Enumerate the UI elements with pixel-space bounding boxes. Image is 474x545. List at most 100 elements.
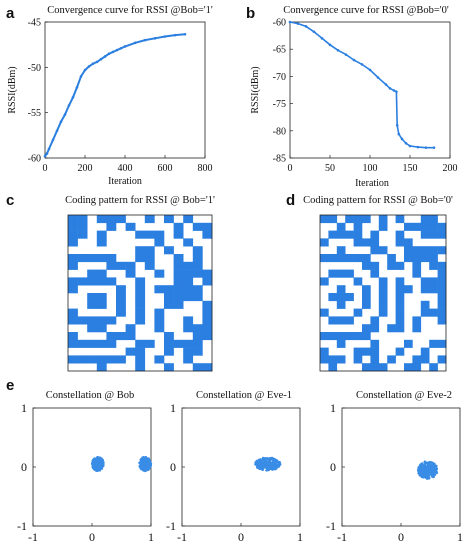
heatmap-cell (320, 355, 329, 364)
constellation-point (148, 462, 151, 465)
plot-frame-e2 (181, 407, 301, 527)
heatmap-cell (96, 324, 107, 333)
heatmap-cell (106, 339, 117, 348)
heatmap-cell (135, 293, 146, 302)
y-tick-label: 1 (21, 401, 27, 415)
heatmap-cell (164, 363, 174, 372)
heatmap-cell (328, 215, 338, 224)
chart-title-b: Convergence curve for RSSI @Bob='0' (283, 5, 449, 16)
heatmap-cell (362, 285, 371, 294)
heatmap-cell (370, 230, 380, 239)
heatmap-cell (378, 215, 388, 224)
heatmap-cell (395, 238, 405, 247)
heatmap-cell (164, 332, 174, 341)
constellation-point (267, 458, 271, 461)
heatmap-cell (429, 277, 438, 286)
heatmap-cell (320, 308, 329, 317)
heatmap-cell (106, 332, 117, 341)
heatmap-cell (404, 222, 413, 231)
heatmap-cell (135, 246, 146, 255)
heatmap-cell (173, 277, 184, 286)
constellation-point (421, 475, 424, 478)
heatmap-cell (429, 261, 438, 270)
x-axis-label-b: Iteration (355, 178, 389, 189)
constellation-point (90, 462, 94, 465)
heatmap-cell (77, 230, 88, 239)
heatmap-cell (437, 261, 447, 270)
constellation-point (92, 463, 95, 467)
constellation-point (268, 460, 271, 464)
heatmap-cell (154, 308, 165, 317)
y-tick-label: -60 (273, 18, 286, 29)
constellation-point (256, 465, 259, 469)
heatmap-cell (420, 300, 430, 309)
plot-frame-b (289, 21, 451, 159)
heatmap-cell (96, 316, 107, 325)
heatmap-cell (116, 355, 126, 364)
heatmap-cell (353, 222, 363, 231)
constellation-point (96, 462, 100, 465)
constellation-point (427, 476, 430, 479)
constellation-point (434, 464, 437, 468)
heatmap-cell (320, 254, 329, 263)
constellation-point (430, 466, 433, 469)
heatmap-cell (164, 339, 174, 348)
heatmap-cell (412, 269, 422, 278)
heatmap-cell (378, 300, 388, 309)
constellation-point (97, 466, 100, 469)
heatmap-cell (328, 316, 338, 325)
heatmap-cell (429, 246, 438, 255)
heatmap-cell (106, 261, 117, 270)
chart-title-e2: Constellation @ Eve-1 (196, 390, 292, 401)
constellation-panel-eve1: Constellation @ Eve-1 -1 0 1 1 0 -1 (166, 390, 303, 544)
constellation-panel-eve2: Constellation @ Eve-2 -1 0 1 1 0 -1 (326, 390, 463, 544)
heatmap-cell (164, 347, 174, 356)
heatmap-cell (404, 339, 413, 348)
heatmap-cell (202, 277, 213, 286)
heatmap-cell (116, 293, 126, 302)
heatmap-cell (370, 246, 380, 255)
heatmap-cell (68, 277, 78, 286)
constellation-point (91, 466, 95, 469)
heatmap-cell (395, 261, 405, 270)
heatmap-cell (164, 215, 174, 224)
heatmap-cell (77, 355, 88, 364)
heatmap-cell (395, 285, 405, 294)
heatmap-cell (202, 316, 213, 325)
heatmap-cell (135, 230, 146, 239)
heatmap-cell (77, 339, 88, 348)
plot-frame-d (319, 214, 447, 372)
plot-frame-a (44, 21, 206, 159)
x-tick-label: 0 (398, 530, 404, 544)
heatmap-cell (135, 285, 146, 294)
y-tick-label: -50 (28, 63, 41, 74)
y-tick-label: -85 (273, 154, 286, 165)
heatmap-cell (429, 215, 438, 224)
heatmap-cell (412, 363, 422, 372)
heatmap-cell (362, 363, 371, 372)
heatmap-cell (87, 316, 98, 325)
panel-label-b: b (246, 5, 255, 22)
y-tick-label: 1 (170, 401, 176, 415)
x-tick-label: -1 (177, 530, 187, 544)
chart-title-e1: Constellation @ Bob (46, 390, 134, 401)
heatmap-cell (378, 293, 388, 302)
heatmap-cell (96, 230, 107, 239)
x-tick-label: 0 (43, 163, 48, 174)
heatmap-cell (345, 332, 354, 341)
heatmap-cell (395, 293, 405, 302)
constellation-point (269, 457, 272, 461)
x-tick-label: 0 (288, 163, 293, 174)
heatmap-cell (192, 339, 203, 348)
constellation-point (144, 457, 147, 461)
heatmap-cell (173, 261, 184, 270)
heatmap-cell (96, 300, 107, 309)
heatmap-cell (77, 316, 88, 325)
heatmap-cell (420, 222, 430, 231)
x-tick-label: -1 (28, 530, 38, 544)
heatmap-cell (87, 355, 98, 364)
heatmap-panel-d: Coding pattern for RSSI @ Bob='0' (303, 195, 453, 372)
heatmap-cell (420, 347, 430, 356)
heatmap-cell (144, 254, 155, 263)
heatmap-cell (345, 215, 354, 224)
